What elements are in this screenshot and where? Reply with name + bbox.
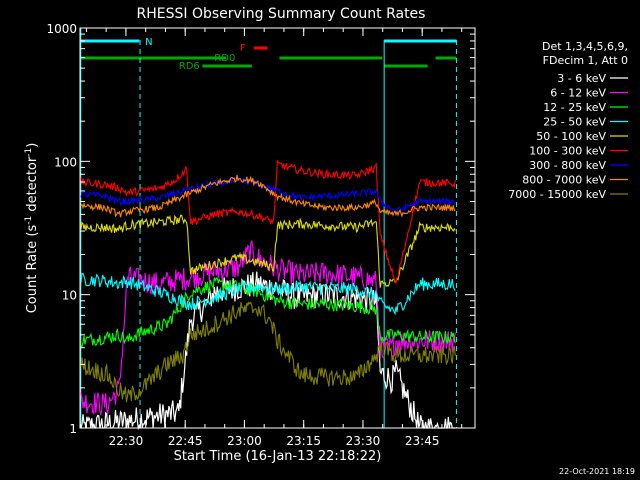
y-axis-label-part: ): [25, 143, 40, 148]
series-line-3: [79, 277, 456, 348]
x-tick-label: 23:15: [286, 434, 321, 448]
y-tick-label: 10: [62, 289, 77, 303]
y-axis-label-part: Count Rate (s: [25, 225, 40, 314]
legend-entry-label: 50 - 100 keV: [536, 130, 606, 143]
legend-entry-label: 25 - 50 keV: [543, 116, 606, 129]
y-axis-label-superscript: -1: [24, 216, 34, 225]
legend-entry-label: 3 - 6 keV: [557, 72, 606, 85]
legend-entry-label: 100 - 300 keV: [529, 145, 606, 158]
y-tick-label: 100: [54, 155, 77, 169]
legend-entry-label: 12 - 25 keV: [543, 101, 606, 114]
legend-entry-label: 7000 - 15000 keV: [508, 188, 606, 201]
n-marker-label: N: [145, 37, 152, 48]
x-tick-label: 23:00: [227, 434, 262, 448]
series-line-8: [79, 174, 456, 218]
flare-marker-label: F: [240, 43, 246, 54]
legend-entry-label: 800 - 7000 keV: [522, 174, 606, 187]
series-line-5: [79, 214, 456, 288]
rd6-marker-label: RD6: [179, 61, 200, 72]
chart-title: RHESSI Observing Summary Count Rates: [137, 6, 426, 22]
x-tick-label: 23:30: [346, 434, 381, 448]
plot-frame: [79, 27, 476, 429]
series-line-4: [79, 272, 456, 316]
rd0-marker-label: RD0: [214, 53, 235, 64]
x-tick-label: 23:45: [405, 434, 440, 448]
legend-header-line: FDecim 1, Att 0: [543, 54, 628, 67]
legend-header-line: Det 1,3,4,5,6,9,: [542, 40, 628, 53]
series-line-9: [79, 301, 456, 403]
y-axis-label-superscript: -1: [24, 148, 34, 157]
series-line-6: [79, 160, 456, 285]
y-axis-label: Count Rate (s-1 detector-1): [24, 143, 40, 314]
y-axis-label-part: detector: [25, 156, 40, 216]
legend-entry-label: 6 - 12 keV: [550, 87, 606, 100]
plot-area: N RD0 RD6 F 1000 100 10 1 22:30 22:45 23:00 23:15 23…: [24, 22, 628, 464]
y-tick-label: 1: [69, 422, 77, 436]
footer-timestamp: 22-Oct-2021 18:19: [559, 467, 635, 476]
x-tick-label: 22:45: [168, 434, 203, 448]
legend-entry-label: 300 - 800 keV: [529, 159, 606, 172]
y-tick-label: 1000: [46, 22, 77, 36]
x-axis-label: Start Time (16-Jan-13 22:18:22): [174, 449, 382, 464]
x-tick-label: 22:30: [109, 434, 144, 448]
series-line-7: [79, 175, 456, 214]
